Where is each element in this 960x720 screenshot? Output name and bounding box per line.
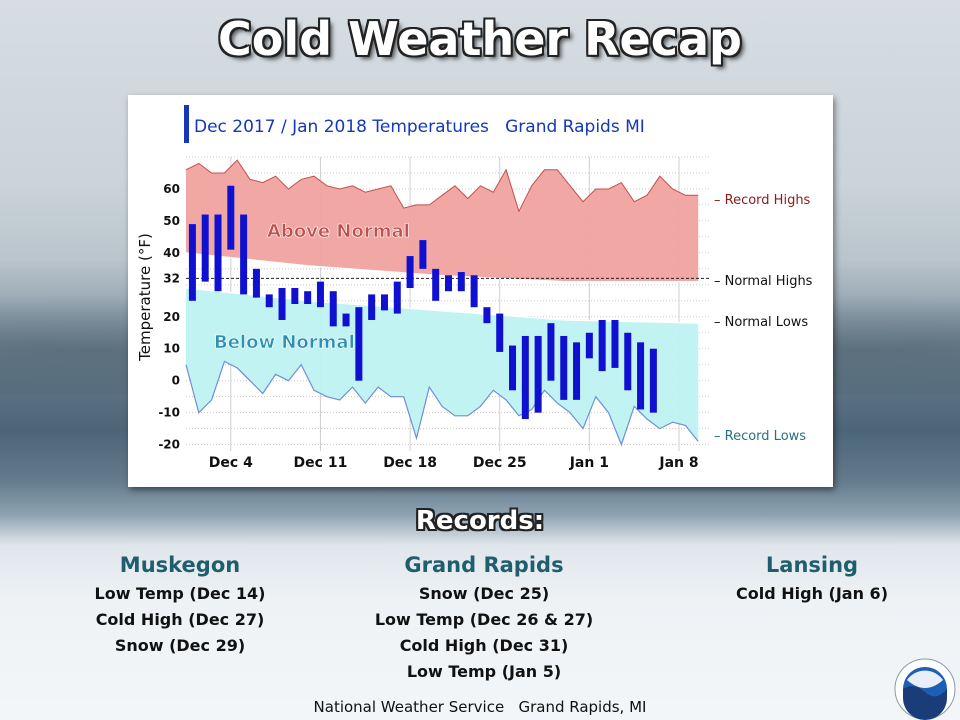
- y-tick-label: -20: [158, 438, 180, 452]
- y-tick-label: 50: [163, 214, 180, 228]
- daily-temp-bar: [445, 275, 452, 292]
- city-name: Lansing: [765, 553, 859, 577]
- city-grand-rapids: Grand Rapids Snow (Dec 25) Low Temp (Dec…: [364, 553, 604, 685]
- daily-temp-bar: [329, 291, 337, 327]
- chart-title: Dec 2017 / Jan 2018 Temperatures Grand R…: [194, 117, 645, 137]
- daily-temp-bar: [432, 268, 440, 301]
- x-tick-label: Dec 25: [473, 455, 527, 471]
- y-axis-label: Temperature (°F): [136, 233, 154, 362]
- daily-temp-bar: [547, 323, 555, 381]
- daily-temp-bar: [573, 342, 581, 400]
- temperature-chart-panel: Dec 2017 / Jan 2018 Temperatures Grand R…: [128, 95, 833, 487]
- record-highs-label: – Record Highs: [714, 193, 811, 208]
- y-tick-label: 10: [163, 342, 180, 356]
- below-normal-area: [186, 288, 699, 445]
- y-tick-label: 32: [163, 271, 180, 285]
- x-tick-label: Jan 8: [658, 455, 698, 471]
- y-tick-label: 20: [163, 310, 180, 324]
- daily-temp-bar: [214, 214, 222, 292]
- x-tick-label: Dec 18: [383, 455, 437, 471]
- daily-temp-bar: [380, 294, 388, 311]
- below-normal-label: Below Normal: [214, 332, 355, 353]
- daily-temp-bar: [624, 332, 632, 391]
- normal-highs-label: – Normal Highs: [714, 274, 813, 289]
- daily-temp-bar: [316, 281, 324, 308]
- page-title: Cold Weather Recap: [218, 12, 742, 66]
- daily-temp-bar: [585, 332, 593, 359]
- record-lows-line: [185, 360, 699, 447]
- temperature-chart: Dec 2017 / Jan 2018 Temperatures Grand R…: [136, 105, 813, 471]
- daily-temp-bar: [649, 348, 657, 413]
- y-tick-label: 60: [163, 182, 180, 196]
- record-item: Cold High (Dec 31): [399, 636, 569, 655]
- x-tick-label: Dec 11: [294, 455, 348, 471]
- daily-temp-bar: [201, 214, 209, 282]
- record-item: Snow (Dec 25): [418, 584, 550, 603]
- daily-temp-bar: [355, 307, 363, 381]
- chart-title-bar: [184, 105, 189, 143]
- daily-temp-bar: [188, 224, 196, 301]
- daily-temp-bar: [534, 335, 542, 413]
- record-highs-line: [185, 159, 699, 213]
- daily-temp-bar: [457, 272, 465, 292]
- record-item: Low Temp (Jan 5): [406, 662, 562, 681]
- daily-temp-bar: [509, 345, 517, 391]
- daily-temp-bar: [483, 307, 491, 324]
- record-item: Low Temp (Dec 14): [94, 584, 266, 603]
- x-tick-label: Jan 1: [569, 455, 609, 471]
- daily-temp-bar: [470, 275, 478, 308]
- above-normal-label: Above Normal: [267, 221, 410, 242]
- record-item: Cold High (Dec 27): [95, 610, 265, 629]
- daily-temp-bar: [406, 256, 414, 289]
- record-item: Cold High (Jan 6): [736, 584, 888, 603]
- daily-temp-bar: [227, 185, 235, 250]
- normal-lows-label: – Normal Lows: [714, 315, 808, 330]
- record-lows-label: – Record Lows: [714, 429, 806, 444]
- daily-temp-bar: [265, 294, 273, 308]
- daily-temp-bar: [637, 342, 645, 410]
- plot-area: 60 50 40 32 20 10 0 -10 -20 Dec 4 Dec 11 Dec 18 Dec …: [158, 156, 711, 471]
- daily-temp-bar: [278, 288, 286, 320]
- footer-text: National Weather Service Grand Rapids, M…: [313, 698, 647, 716]
- y-tick-label: 0: [172, 374, 180, 388]
- daily-temp-bar: [496, 313, 504, 352]
- daily-temp-bar: [419, 240, 427, 269]
- above-normal-area: [186, 160, 699, 282]
- records-title: Records:: [415, 506, 545, 536]
- daily-temp-bar: [304, 291, 312, 304]
- daily-temp-bar: [342, 313, 350, 327]
- daily-temp-bar: [611, 319, 619, 368]
- daily-temp-bar: [393, 281, 401, 314]
- record-item: Low Temp (Dec 26 & 27): [374, 610, 594, 629]
- daily-temp-bar: [521, 335, 529, 420]
- city-muskegon: Muskegon Low Temp (Dec 14) Cold High (De…: [80, 553, 280, 659]
- city-name: Grand Rapids: [404, 553, 564, 577]
- y-tick-label: 40: [163, 246, 180, 260]
- city-name: Muskegon: [119, 553, 241, 577]
- x-tick-label: Dec 4: [209, 455, 253, 471]
- noaa-logo-icon: [894, 658, 956, 720]
- daily-temp-bar: [598, 319, 606, 372]
- daily-temp-bar: [368, 294, 376, 320]
- city-lansing: Lansing Cold High (Jan 6): [712, 553, 912, 607]
- daily-temp-bar: [291, 288, 299, 304]
- y-tick-label: -10: [158, 406, 180, 420]
- daily-temp-bar: [252, 268, 260, 298]
- daily-temp-bar: [240, 214, 248, 295]
- daily-temp-bar: [560, 335, 568, 400]
- record-item: Snow (Dec 29): [114, 636, 246, 655]
